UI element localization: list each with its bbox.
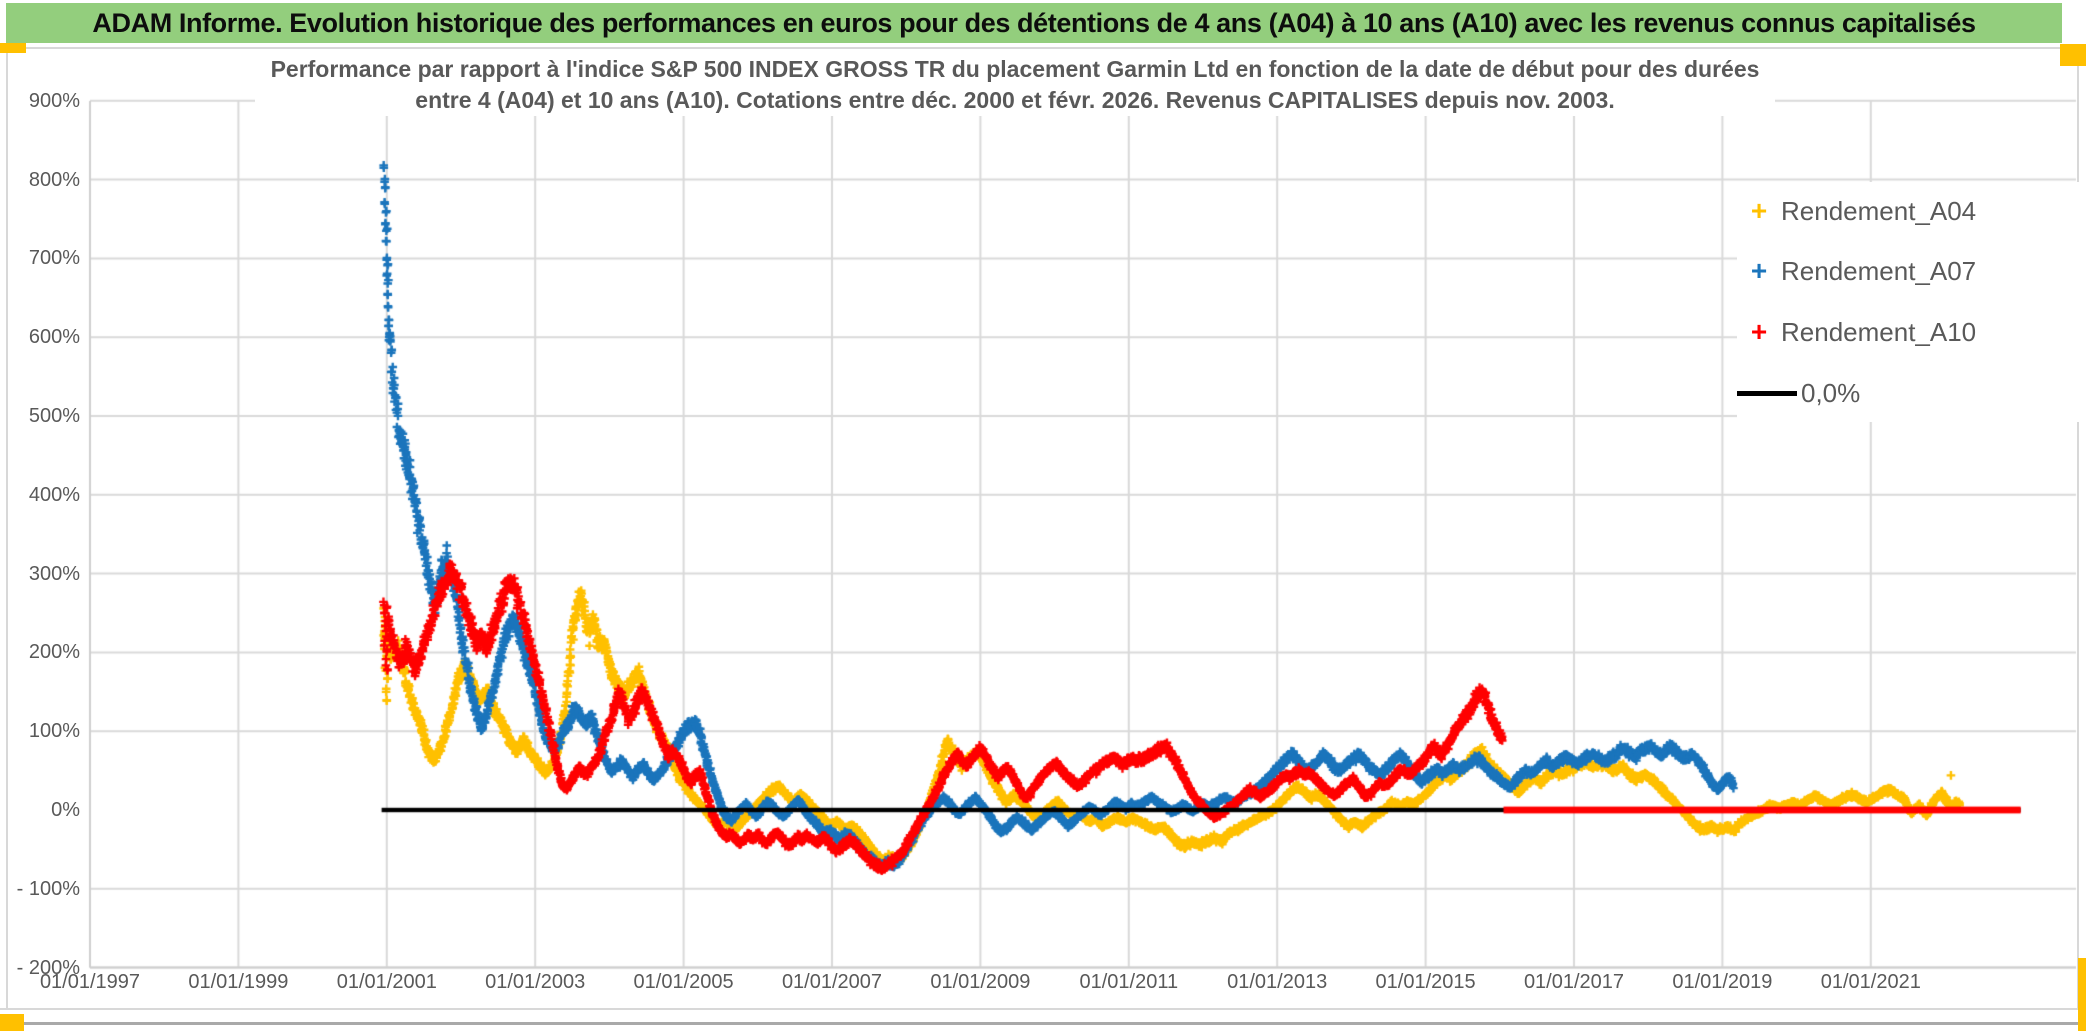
y-tick-label: 500% bbox=[28, 405, 80, 427]
x-tick-label: 01/01/2003 bbox=[485, 971, 586, 993]
y-tick-label: 0% bbox=[51, 799, 80, 821]
x-tick-label: 01/01/2015 bbox=[1375, 971, 1476, 993]
zero-line-icon bbox=[1737, 390, 1797, 396]
y-tick-label: 100% bbox=[28, 720, 80, 743]
report-title: ADAM Informe. Evolution historique des p… bbox=[92, 7, 1976, 38]
y-tick-label: 700% bbox=[28, 247, 80, 270]
y-tick-label: - 100% bbox=[16, 877, 80, 900]
legend[interactable]: + Rendement_A04 + Rendement_A07 + Rendem… bbox=[1737, 182, 2082, 422]
x-tick-label: 01/01/2011 bbox=[1079, 971, 1179, 993]
sheet-accent-top-right bbox=[2060, 44, 2086, 66]
x-tick-label: 01/01/2005 bbox=[633, 971, 734, 993]
sheet-accent-bottom-left bbox=[0, 1014, 24, 1031]
legend-item-rendement-a10[interactable]: + Rendement_A10 bbox=[1737, 315, 2082, 349]
y-tick-label: 800% bbox=[28, 168, 80, 191]
legend-label: Rendement_A04 bbox=[1781, 195, 1977, 226]
x-tick-label: 01/01/2017 bbox=[1523, 971, 1625, 993]
x-tick-label: 01/01/2019 bbox=[1672, 971, 1773, 993]
sheet-accent-top-left bbox=[0, 43, 26, 53]
x-tick-label: 01/01/2013 bbox=[1227, 971, 1328, 993]
plus-marker-icon: + bbox=[1750, 316, 1768, 347]
y-tick-label: 200% bbox=[28, 641, 80, 664]
y-tick-label: - 200% bbox=[16, 956, 80, 979]
x-tick-label: 01/01/1999 bbox=[188, 971, 289, 993]
y-tick-label: 900% bbox=[28, 89, 80, 112]
legend-label: 0,0% bbox=[1801, 377, 1861, 408]
x-tick-label: 01/01/1997 bbox=[39, 971, 141, 993]
legend-item-zero-line[interactable]: 0,0% bbox=[1737, 376, 2082, 410]
legend-item-rendement-a04[interactable]: + Rendement_A04 bbox=[1737, 194, 2082, 228]
legend-label: Rendement_A07 bbox=[1781, 255, 1977, 286]
chart-title-line1: Performance par rapport à l'indice S&P 5… bbox=[270, 56, 1760, 82]
chart-title-line2: entre 4 (A04) et 10 ans (A10). Cotations… bbox=[415, 87, 1615, 113]
y-tick-label: 300% bbox=[28, 562, 80, 585]
y-tick-label: 400% bbox=[28, 483, 80, 506]
y-tick-label: 600% bbox=[28, 326, 80, 349]
x-tick-label: 01/01/2009 bbox=[930, 971, 1031, 993]
plus-marker-icon: + bbox=[1750, 195, 1768, 226]
sheet-accent-right bbox=[2078, 958, 2086, 1031]
chart-title[interactable]: Performance par rapport à l'indice S&P 5… bbox=[255, 54, 1775, 116]
x-tick-label: 01/01/2001 bbox=[336, 971, 437, 993]
legend-label: Rendement_A10 bbox=[1781, 316, 1977, 347]
plus-marker-icon: + bbox=[1750, 255, 1768, 286]
legend-item-rendement-a07[interactable]: + Rendement_A07 bbox=[1737, 254, 2082, 288]
x-tick-label: 01/01/2007 bbox=[781, 971, 883, 993]
report-title-bar: ADAM Informe. Evolution historique des p… bbox=[6, 3, 2062, 43]
x-tick-label: 01/01/2021 bbox=[1820, 971, 1921, 993]
